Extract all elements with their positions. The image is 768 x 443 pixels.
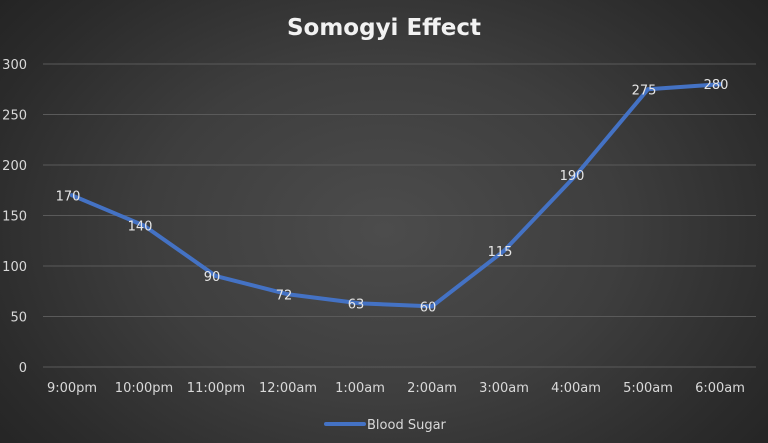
x-tick-label: 6:00am (695, 381, 745, 396)
x-tick-label: 3:00am (479, 381, 529, 396)
data-point (718, 82, 722, 87)
data-point (214, 274, 218, 279)
data-label: 115 (488, 245, 513, 260)
y-tick-label: 300 (2, 58, 27, 73)
data-point (646, 87, 650, 92)
x-tick-label: 9:00pm (47, 381, 97, 396)
y-tick-label: 0 (19, 361, 27, 376)
y-tick-label: 50 (10, 311, 27, 326)
x-tick-label: 11:00pm (187, 381, 245, 396)
data-point (142, 223, 146, 228)
series-line (70, 82, 722, 309)
y-tick-label: 100 (2, 260, 27, 275)
data-point (574, 173, 578, 178)
data-label: 60 (420, 300, 437, 315)
y-tick-label: 250 (2, 109, 27, 124)
data-label: 90 (204, 270, 221, 285)
x-tick-label: 1:00am (335, 381, 385, 396)
chart-title: Somogyi Effect (287, 15, 481, 41)
y-tick-label: 200 (2, 159, 27, 174)
x-tick-label: 2:00am (407, 381, 457, 396)
y-tick-label: 150 (2, 210, 27, 225)
data-label: 72 (276, 288, 293, 303)
data-point (358, 301, 362, 306)
data-point (70, 193, 74, 198)
data-point (286, 292, 290, 297)
x-tick-label: 5:00am (623, 381, 673, 396)
data-point (430, 304, 434, 309)
data-label: 63 (348, 297, 365, 312)
data-point (502, 248, 506, 253)
data-label: 190 (560, 169, 585, 184)
data-label: 170 (56, 189, 81, 204)
x-tick-label: 12:00am (259, 381, 317, 396)
legend: Blood Sugar (324, 418, 447, 433)
x-tick-label: 4:00am (551, 381, 601, 396)
data-label: 140 (128, 220, 153, 235)
legend-label: Blood Sugar (367, 418, 447, 433)
data-label: 275 (632, 83, 657, 98)
data-label: 280 (704, 78, 729, 93)
x-tick-label: 10:00pm (115, 381, 173, 396)
